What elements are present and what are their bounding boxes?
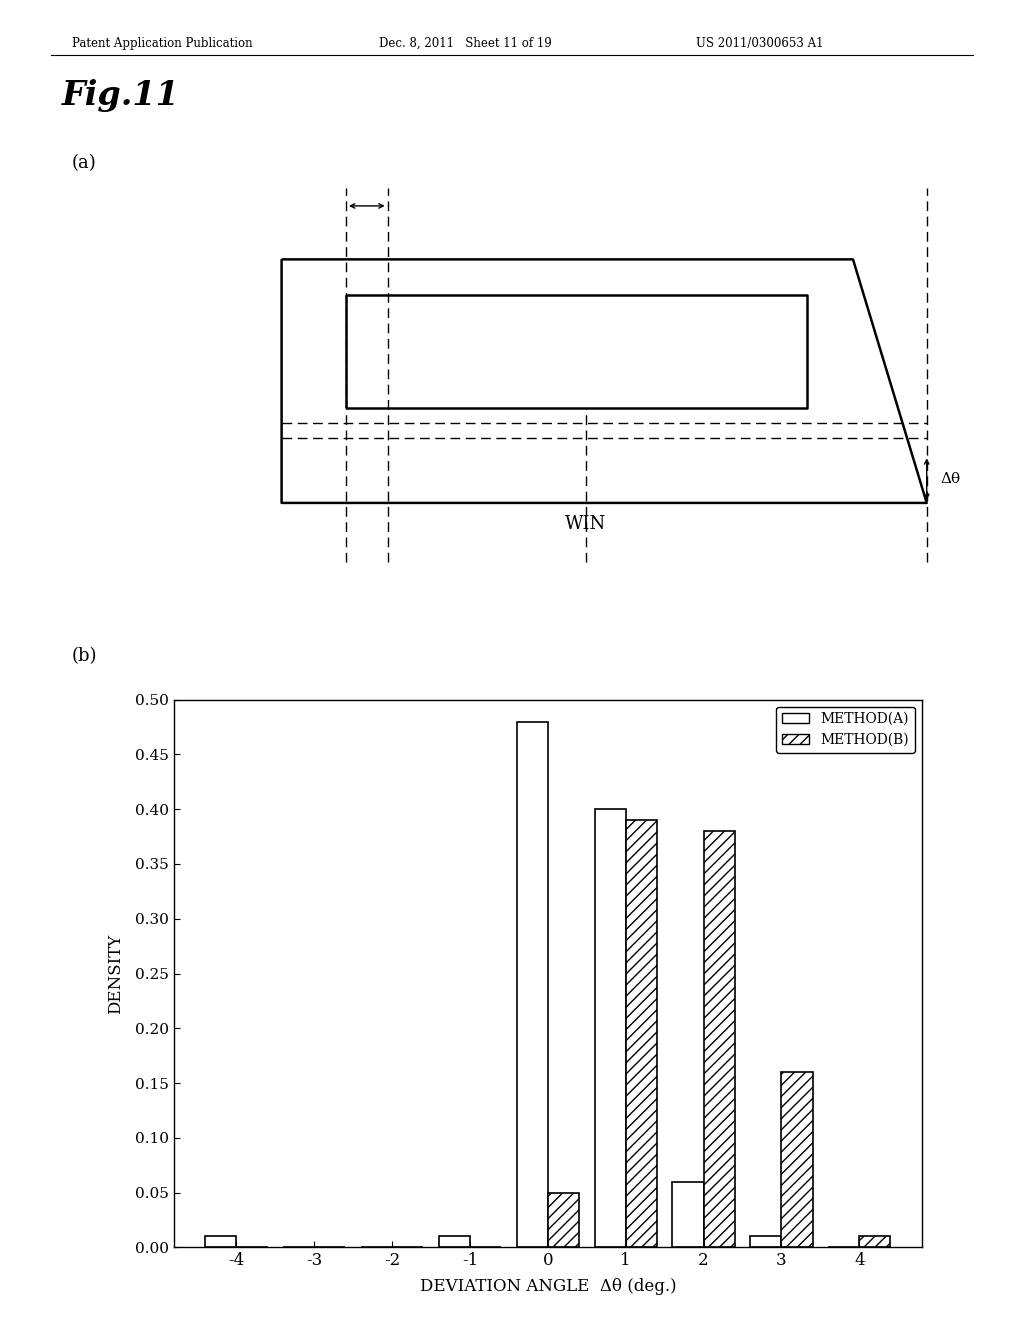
- Bar: [751, 1237, 781, 1247]
- Bar: [517, 722, 548, 1247]
- Text: Patent Application Publication: Patent Application Publication: [72, 37, 252, 50]
- Text: Fig.11: Fig.11: [61, 79, 179, 112]
- X-axis label: DEVIATION ANGLE  Δθ (deg.): DEVIATION ANGLE Δθ (deg.): [420, 1278, 676, 1295]
- Text: (a): (a): [72, 154, 96, 173]
- Text: Δθ: Δθ: [941, 473, 961, 486]
- Text: Dec. 8, 2011   Sheet 11 of 19: Dec. 8, 2011 Sheet 11 of 19: [379, 37, 552, 50]
- Bar: [548, 1193, 579, 1247]
- Bar: [595, 809, 626, 1247]
- Bar: [205, 1237, 237, 1247]
- Legend: METHOD(A), METHOD(B): METHOD(A), METHOD(B): [776, 706, 914, 752]
- Text: US 2011/0300653 A1: US 2011/0300653 A1: [696, 37, 824, 50]
- Bar: [781, 1072, 813, 1247]
- Bar: [626, 820, 656, 1247]
- Y-axis label: DENSITY: DENSITY: [108, 933, 124, 1014]
- Bar: [859, 1237, 891, 1247]
- Text: WIN: WIN: [565, 515, 606, 533]
- Bar: [439, 1237, 470, 1247]
- Bar: [673, 1181, 703, 1247]
- Text: (b): (b): [72, 647, 97, 665]
- Bar: [703, 832, 735, 1247]
